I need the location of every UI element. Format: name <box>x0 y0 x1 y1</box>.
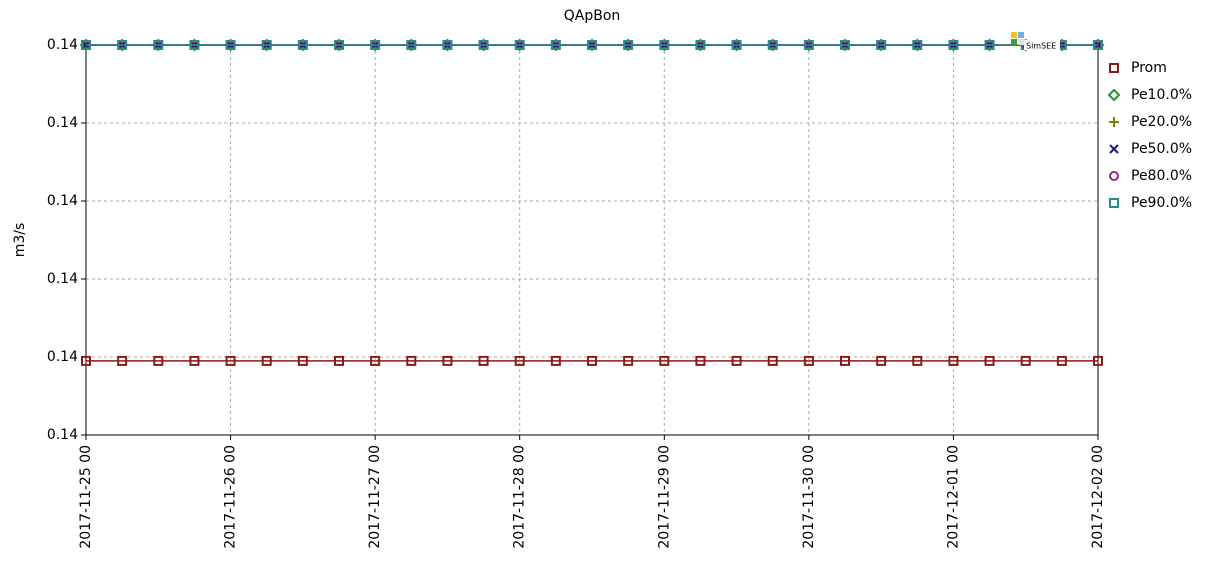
watermark: SimSEE <box>1026 42 1056 51</box>
logo <box>1011 39 1017 45</box>
marker <box>659 40 670 50</box>
marker <box>1107 88 1121 102</box>
marker <box>803 40 814 50</box>
marker <box>442 40 453 50</box>
marker <box>442 355 453 366</box>
marker <box>478 355 489 366</box>
y-tick-label: 0.14 <box>47 427 78 443</box>
marker <box>261 355 272 366</box>
marker <box>767 355 778 366</box>
marker <box>587 40 597 50</box>
x-tick-label: 2017-11-28 00 <box>512 445 528 549</box>
logo <box>1018 39 1024 45</box>
marker <box>406 40 417 50</box>
marker <box>695 355 706 366</box>
marker <box>514 40 525 50</box>
marker <box>297 355 308 366</box>
logo <box>1011 32 1017 38</box>
x-tick-label: 2017-11-29 00 <box>656 445 672 549</box>
marker <box>334 40 344 50</box>
marker <box>948 355 959 366</box>
marker <box>81 40 91 50</box>
x-tick-label: 2017-11-30 00 <box>801 445 817 549</box>
marker <box>1093 355 1103 366</box>
marker <box>1109 198 1119 208</box>
marker <box>334 355 344 366</box>
marker <box>117 355 128 366</box>
marker <box>1093 40 1103 50</box>
marker <box>1109 144 1119 154</box>
marker <box>984 40 995 50</box>
legend-label: Prom <box>1131 60 1167 76</box>
y-tick-label: 0.14 <box>47 349 78 365</box>
marker <box>695 40 706 50</box>
marker <box>81 355 91 366</box>
marker <box>117 40 128 50</box>
marker <box>297 40 308 50</box>
marker <box>1109 63 1119 73</box>
marker <box>261 40 272 50</box>
y-axis-label: m3/s <box>12 223 28 258</box>
marker <box>153 40 164 50</box>
marker <box>1056 355 1067 366</box>
watermark-bg <box>1024 40 1060 50</box>
legend-label: Pe90.0% <box>1131 195 1192 211</box>
x-tick-label: 2017-11-25 00 <box>78 445 94 549</box>
y-tick-label: 0.14 <box>47 193 78 209</box>
marker <box>189 355 200 366</box>
marker <box>912 40 923 50</box>
marker <box>370 40 381 50</box>
marker <box>623 40 634 50</box>
legend-label: Pe20.0% <box>1131 114 1192 130</box>
x-tick-label: 2017-11-26 00 <box>223 445 239 549</box>
marker <box>225 40 236 50</box>
marker <box>370 355 381 366</box>
marker <box>876 40 887 50</box>
y-tick-label: 0.14 <box>47 271 78 287</box>
x-tick-label: 2017-12-01 00 <box>945 445 961 549</box>
marker <box>189 40 200 50</box>
marker <box>514 355 525 366</box>
marker <box>731 355 742 366</box>
y-tick-label: 0.14 <box>47 37 78 53</box>
marker <box>948 40 959 50</box>
marker <box>550 355 561 366</box>
marker <box>876 355 887 366</box>
chart-title: QApBon <box>564 8 621 24</box>
x-tick-label: 2017-12-02 00 <box>1090 445 1106 549</box>
marker <box>803 355 814 366</box>
marker <box>587 355 597 366</box>
marker <box>153 355 164 366</box>
marker <box>550 40 561 50</box>
y-tick-label: 0.14 <box>47 115 78 131</box>
legend-label: Pe10.0% <box>1131 87 1192 103</box>
marker <box>478 40 489 50</box>
marker <box>1109 117 1119 127</box>
marker <box>840 355 850 366</box>
marker <box>731 40 742 50</box>
legend-label: Pe50.0% <box>1131 141 1192 157</box>
marker <box>1020 355 1031 366</box>
marker <box>225 355 236 366</box>
x-tick-label: 2017-11-27 00 <box>367 445 383 549</box>
marker <box>984 355 995 366</box>
marker <box>1109 171 1119 181</box>
marker <box>840 40 850 50</box>
legend-label: Pe80.0% <box>1131 168 1192 184</box>
marker <box>623 355 634 366</box>
marker <box>767 40 778 50</box>
marker <box>659 355 670 366</box>
marker <box>406 355 417 366</box>
logo <box>1018 32 1024 38</box>
marker <box>912 355 923 366</box>
